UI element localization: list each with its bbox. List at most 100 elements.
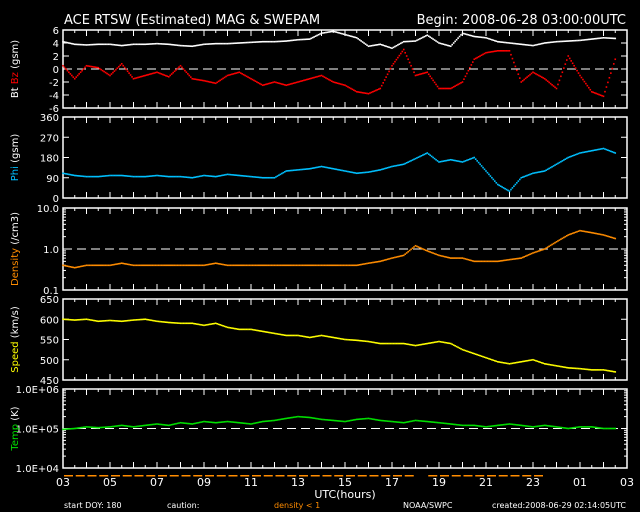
data-point [223, 76, 226, 79]
data-point [504, 362, 506, 364]
data-point [245, 41, 248, 44]
data-point [206, 263, 208, 266]
data-point [355, 264, 358, 267]
data-point [285, 417, 288, 420]
data-point [479, 36, 481, 38]
data-point [563, 40, 565, 43]
data-point [592, 38, 595, 40]
data-point [488, 51, 490, 54]
data-point [607, 427, 609, 430]
data-point [543, 248, 546, 250]
data-point [377, 169, 380, 171]
data-point [150, 43, 152, 45]
data-point [477, 36, 480, 38]
data-point [508, 50, 511, 52]
data-point [222, 174, 224, 177]
data-point [207, 43, 210, 45]
data-point [542, 170, 545, 173]
data-point [570, 60, 572, 62]
data-point [392, 46, 395, 49]
data-point [285, 334, 288, 337]
data-point [269, 40, 271, 43]
data-point [285, 170, 288, 172]
data-point [316, 34, 318, 37]
data-point [395, 342, 398, 345]
data-point [521, 360, 524, 363]
data-point [563, 236, 565, 239]
data-point [614, 58, 617, 61]
data-point [189, 45, 192, 47]
data-point [353, 36, 355, 38]
data-point [278, 264, 280, 267]
data-point [564, 40, 567, 43]
data-point [460, 82, 462, 84]
data-point [342, 84, 345, 86]
data-point [373, 90, 376, 92]
data-point [157, 72, 160, 74]
data-point [455, 84, 458, 87]
data-point [394, 165, 396, 167]
data-point [266, 420, 268, 422]
data-point [416, 157, 418, 159]
data-point [604, 90, 606, 93]
data-point [598, 233, 600, 235]
data-point [106, 426, 108, 428]
data-point [511, 362, 514, 365]
data-point [231, 264, 233, 267]
data-point [157, 42, 160, 45]
data-point [455, 423, 458, 426]
data-point [573, 64, 575, 67]
data-point [178, 422, 180, 424]
data-point [505, 50, 508, 52]
data-point [329, 336, 332, 338]
data-point [276, 40, 279, 43]
data-point [558, 365, 561, 368]
data-point [269, 176, 271, 179]
data-point [303, 168, 305, 171]
data-point [91, 175, 94, 178]
data-point [558, 79, 561, 82]
data-point [151, 264, 154, 267]
series-bz [62, 48, 617, 98]
data-point [137, 175, 139, 178]
data-point [521, 256, 524, 259]
data-point [264, 40, 267, 43]
data-point [167, 321, 170, 324]
data-point [147, 175, 149, 178]
data-point [430, 421, 433, 423]
data-point [599, 369, 602, 371]
data-point [383, 259, 386, 261]
data-point [389, 67, 392, 70]
data-point [424, 71, 427, 74]
data-point [414, 244, 417, 247]
data-point [564, 235, 567, 238]
data-point [469, 158, 471, 160]
data-point [367, 262, 370, 265]
data-point [295, 416, 298, 418]
data-point [220, 78, 223, 81]
data-point [200, 264, 202, 267]
data-point [339, 83, 342, 85]
data-point [220, 174, 223, 177]
data-point [110, 264, 113, 266]
data-point [570, 367, 572, 369]
data-point [585, 151, 587, 153]
data-point [303, 79, 305, 82]
data-point [555, 163, 558, 166]
data-point [298, 168, 301, 171]
data-point [63, 428, 66, 431]
data-point [433, 421, 436, 424]
y-axis-label-part: Phi [10, 166, 21, 181]
data-point [228, 173, 230, 176]
data-point [539, 75, 542, 78]
data-point [380, 168, 383, 171]
data-point [477, 260, 480, 263]
data-point [383, 167, 386, 170]
data-point [517, 361, 520, 364]
data-point [604, 148, 606, 150]
y-axis-label-part: Bz [10, 72, 21, 87]
data-point [495, 360, 498, 363]
data-point [466, 350, 468, 352]
data-point [351, 171, 354, 174]
